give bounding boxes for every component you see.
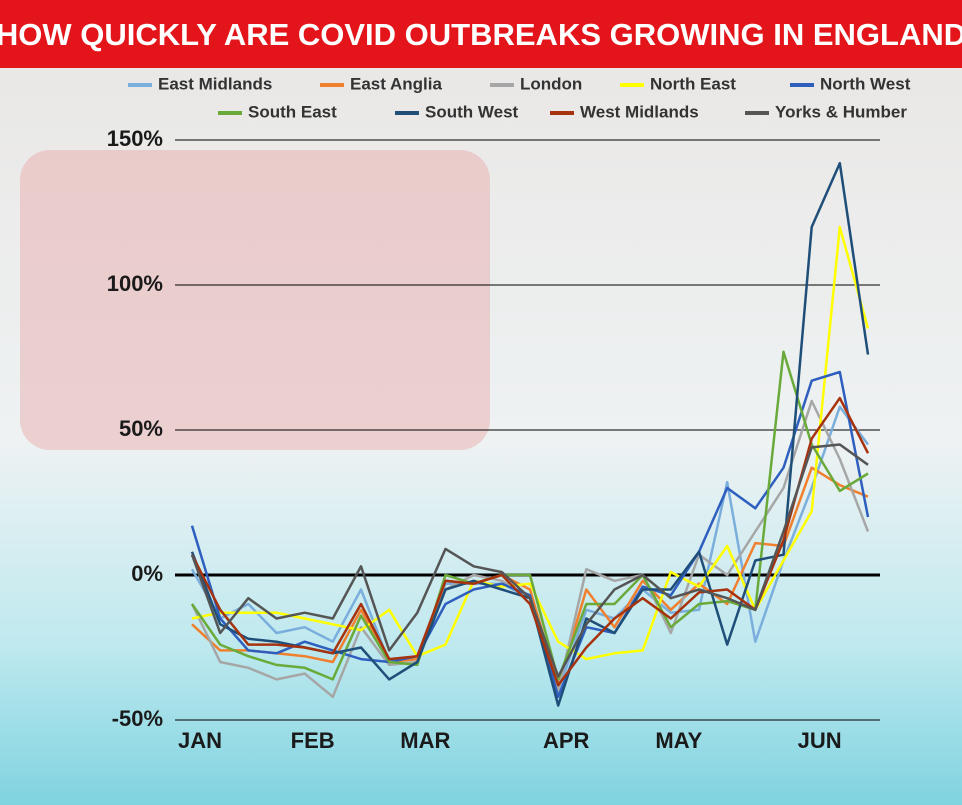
legend-label: Yorks & Humber (775, 102, 907, 121)
series-line (190, 370, 870, 699)
x-tick-label: FEB (291, 728, 335, 753)
y-tick-label: -50% (112, 706, 163, 731)
y-tick-label: 50% (119, 416, 163, 441)
x-tick-label: MAY (655, 728, 702, 753)
x-tick-label: JAN (178, 728, 222, 753)
x-tick-label: MAR (400, 728, 450, 753)
sign-backdrop (20, 150, 490, 450)
legend-label: West Midlands (580, 102, 699, 121)
chart-title: HOW QUICKLY ARE COVID OUTBREAKS GROWING … (0, 17, 962, 52)
y-tick-label: 100% (107, 271, 163, 296)
legend-label: East Anglia (350, 74, 442, 93)
y-tick-label: 150% (107, 126, 163, 151)
legend-label: North East (650, 74, 736, 93)
legend-label: East Midlands (158, 74, 272, 93)
series-line (191, 466, 869, 687)
series-line (190, 443, 869, 678)
y-tick-label: 0% (131, 561, 163, 586)
title-banner (0, 0, 962, 68)
legend-label: South West (425, 102, 519, 121)
x-tick-label: JUN (798, 728, 842, 753)
x-tick-label: APR (543, 728, 590, 753)
legend-label: London (520, 74, 582, 93)
legend-label: South East (248, 102, 337, 121)
legend-label: North West (820, 74, 911, 93)
